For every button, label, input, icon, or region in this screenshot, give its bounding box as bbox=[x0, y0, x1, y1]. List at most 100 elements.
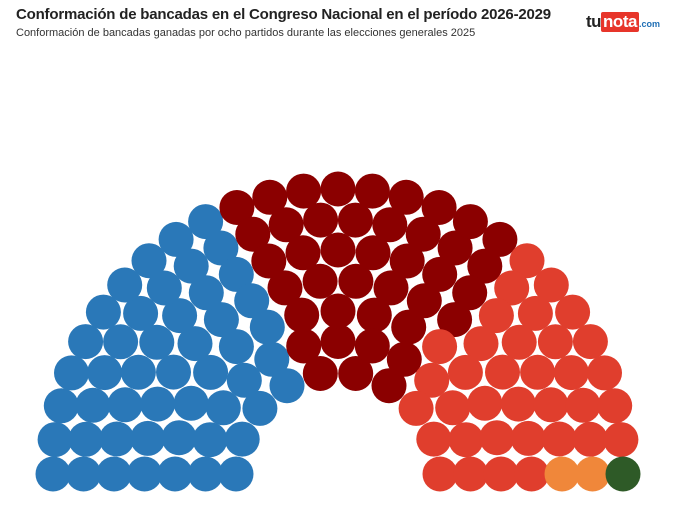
seat-dot-party-3 bbox=[572, 324, 608, 360]
seat-dot-party-2 bbox=[437, 302, 473, 338]
seat-dot-party-3 bbox=[537, 324, 573, 360]
seat-dot-party-3 bbox=[479, 420, 515, 456]
seat-dot-party-2 bbox=[355, 235, 391, 271]
seat-dot-party-3 bbox=[553, 355, 589, 391]
seat-dot-party-1 bbox=[43, 388, 79, 424]
seat-dot-party-1 bbox=[146, 270, 182, 306]
seat-dot-party-3 bbox=[483, 456, 519, 492]
seat-dot-party-3 bbox=[517, 295, 553, 331]
seat-dot-party-1 bbox=[131, 243, 167, 279]
seat-dot-party-2 bbox=[302, 356, 338, 391]
seat-dot-party-3 bbox=[398, 390, 434, 426]
seat-dot-party-1 bbox=[107, 387, 143, 423]
seat-dot-party-2 bbox=[235, 216, 271, 252]
seat-dot-party-2 bbox=[267, 270, 303, 306]
seat-dot-party-3 bbox=[422, 456, 458, 492]
seat-dot-party-2 bbox=[252, 179, 288, 215]
seat-dot-party-4 bbox=[575, 456, 610, 492]
seat-dot-party-2 bbox=[337, 202, 373, 238]
seat-dot-party-1 bbox=[139, 324, 175, 360]
seat-dot-party-3 bbox=[435, 390, 471, 426]
seat-dot-party-3 bbox=[565, 387, 601, 423]
seat-dot-party-1 bbox=[173, 248, 209, 284]
seat-dot-party-3 bbox=[533, 387, 569, 423]
seat-dot-party-1 bbox=[218, 456, 254, 492]
seat-dot-party-1 bbox=[158, 221, 194, 257]
seat-dot-party-1 bbox=[193, 354, 229, 390]
seat-dot-party-3 bbox=[555, 294, 591, 330]
seat-dot-party-3 bbox=[478, 298, 514, 334]
seat-dot-party-1 bbox=[140, 386, 176, 422]
seat-dot-party-1 bbox=[37, 422, 73, 458]
seat-dot-party-2 bbox=[467, 248, 503, 284]
seat-dot-party-2 bbox=[452, 275, 488, 311]
seat-dot-party-1 bbox=[85, 294, 121, 330]
seat-dot-party-3 bbox=[520, 354, 556, 390]
seat-dot-party-1 bbox=[218, 256, 254, 292]
seat-dot-party-2 bbox=[371, 368, 407, 404]
seat-dot-party-1 bbox=[205, 390, 241, 426]
seat-dot-party-2 bbox=[372, 207, 408, 243]
seat-dot-party-3 bbox=[422, 329, 458, 365]
seat-dot-party-2 bbox=[406, 283, 442, 319]
seat-dot-party-1 bbox=[96, 456, 132, 492]
seat-dot-party-2 bbox=[251, 243, 287, 279]
chart-subtitle: Conformación de bancadas ganadas por och… bbox=[16, 27, 476, 39]
seat-dot-party-2 bbox=[388, 179, 424, 215]
seat-dot-party-1 bbox=[162, 298, 198, 334]
seat-dot-party-1 bbox=[203, 302, 239, 338]
seat-dot-party-2 bbox=[405, 216, 441, 252]
seat-dot-party-1 bbox=[120, 354, 156, 390]
seat-dot-party-3 bbox=[463, 326, 499, 362]
seat-dot-party-2 bbox=[320, 324, 356, 359]
seat-dot-party-2 bbox=[354, 328, 390, 364]
seat-dot-party-1 bbox=[226, 362, 262, 398]
seat-dot-party-2 bbox=[452, 204, 488, 240]
seat-dot-party-2 bbox=[302, 263, 338, 299]
seat-dot-party-3 bbox=[414, 362, 450, 398]
seat-dot-party-1 bbox=[188, 275, 224, 311]
seat-dot-party-3 bbox=[453, 456, 488, 492]
seat-dot-party-1 bbox=[35, 456, 71, 492]
seat-dot-party-5 bbox=[605, 456, 641, 492]
seat-dot-party-3 bbox=[597, 388, 633, 424]
seat-dot-party-2 bbox=[482, 221, 518, 257]
seat-dot-party-1 bbox=[75, 387, 111, 423]
seat-dot-party-1 bbox=[66, 456, 101, 492]
logo-text-domain: .com bbox=[638, 19, 660, 29]
seat-dot-party-1 bbox=[188, 456, 223, 492]
seat-dot-party-3 bbox=[467, 385, 503, 421]
seat-dot-party-1 bbox=[68, 324, 104, 360]
seat-dot-party-3 bbox=[447, 354, 483, 390]
seat-dot-party-2 bbox=[320, 293, 356, 329]
seat-dot-party-2 bbox=[389, 243, 425, 279]
seat-dot-party-1 bbox=[130, 420, 166, 456]
seat-dot-party-1 bbox=[203, 230, 239, 266]
brand-logo[interactable]: tu nota .com bbox=[586, 12, 660, 34]
seat-dot-party-3 bbox=[541, 421, 577, 457]
seat-dot-party-3 bbox=[485, 354, 520, 390]
chart-title: Conformación de bancadas en el Congreso … bbox=[16, 6, 551, 23]
seat-dot-party-3 bbox=[603, 422, 639, 458]
seat-dot-party-2 bbox=[268, 207, 304, 243]
seat-dot-party-2 bbox=[338, 263, 374, 299]
seat-dot-party-1 bbox=[234, 283, 270, 319]
seat-dot-party-2 bbox=[219, 190, 255, 225]
seat-dot-party-2 bbox=[386, 341, 422, 377]
seat-dot-party-2 bbox=[320, 232, 356, 268]
seat-dot-party-2 bbox=[437, 230, 473, 266]
seat-dot-party-3 bbox=[510, 420, 546, 456]
seat-dot-party-1 bbox=[192, 422, 228, 458]
seat-dot-party-1 bbox=[123, 295, 159, 331]
seat-dot-party-4 bbox=[544, 456, 580, 492]
logo-text-tu: tu bbox=[586, 12, 602, 31]
seat-dot-party-2 bbox=[338, 356, 374, 391]
seat-dot-party-2 bbox=[373, 270, 409, 306]
seat-dot-party-1 bbox=[218, 329, 254, 365]
seat-dot-party-1 bbox=[224, 421, 260, 457]
seat-dot-party-3 bbox=[533, 267, 569, 303]
seat-dot-party-2 bbox=[303, 202, 339, 238]
seat-dot-party-3 bbox=[448, 422, 484, 458]
seat-dot-party-1 bbox=[161, 420, 197, 456]
seat-dot-party-2 bbox=[356, 297, 392, 333]
